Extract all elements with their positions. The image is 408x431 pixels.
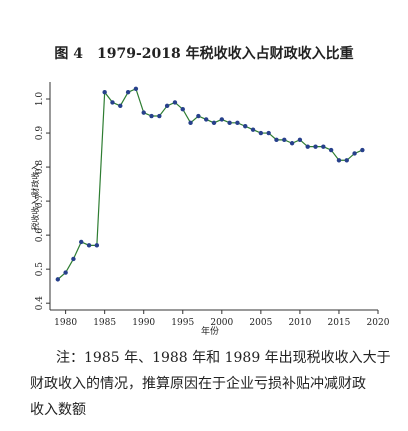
point — [352, 151, 357, 156]
point — [305, 144, 310, 149]
x-tick-label: 2010 — [288, 318, 311, 328]
point — [71, 256, 76, 262]
point — [243, 124, 248, 129]
point — [157, 113, 162, 119]
x-tick-label: 2005 — [249, 318, 272, 328]
point — [180, 107, 185, 112]
point — [250, 127, 256, 132]
point — [313, 144, 318, 149]
x-tick-label: 2015 — [327, 318, 350, 328]
point — [360, 147, 365, 153]
x-tick-label: 1995 — [171, 318, 194, 328]
point — [94, 243, 100, 248]
y-tick-label: 0.6 — [35, 228, 45, 243]
point — [211, 120, 217, 126]
point — [110, 100, 115, 105]
point — [297, 137, 303, 143]
point — [235, 120, 240, 126]
point — [55, 277, 61, 282]
note-line: 注：1985 年、1988 年和 1989 年出现税收收入大于 — [56, 350, 391, 366]
note-line: 收入数额 — [30, 402, 86, 418]
point — [125, 90, 131, 95]
point — [274, 137, 279, 143]
point — [344, 158, 349, 163]
point — [86, 243, 92, 248]
x-axis-label: 年份 — [201, 325, 219, 337]
point — [336, 158, 342, 163]
y-tick-label: 0.4 — [35, 296, 45, 311]
point — [133, 86, 139, 92]
point — [203, 117, 209, 122]
y-tick-label: 0.5 — [35, 262, 45, 277]
point — [63, 270, 68, 275]
y-tick-label: 1.0 — [35, 92, 45, 107]
point — [282, 137, 287, 143]
y-tick-label: 0.7 — [35, 194, 45, 209]
point — [172, 100, 178, 105]
x-tick-label: 1980 — [54, 318, 77, 328]
note-line: 财政收入的情况，推算原因在于企业亏损补贴冲减财政 — [30, 375, 366, 392]
point — [79, 239, 84, 245]
point — [196, 113, 201, 119]
x-tick-label: 2000 — [210, 318, 233, 328]
point — [227, 120, 232, 126]
point — [149, 113, 154, 119]
point — [219, 117, 225, 122]
point — [102, 90, 107, 95]
point — [164, 103, 170, 109]
point — [266, 130, 271, 136]
point — [321, 144, 326, 149]
line — [57, 87, 363, 280]
point — [289, 141, 295, 146]
x-tick-label: 1985 — [93, 318, 116, 328]
point — [258, 130, 264, 136]
point — [141, 110, 146, 115]
y-tick-label: 0.9 — [35, 126, 45, 141]
y-axis-label: 税收收入/财政收入 — [30, 164, 40, 231]
point — [118, 103, 123, 109]
x-tick-label: 1990 — [132, 318, 155, 328]
point — [188, 120, 193, 126]
x-tick-label: 2020 — [367, 318, 390, 328]
y-tick-label: 0.8 — [35, 160, 45, 175]
chart-title: 图 4 1979-2018 年税收收入占财政收入比重 — [54, 45, 353, 62]
point — [328, 147, 334, 153]
